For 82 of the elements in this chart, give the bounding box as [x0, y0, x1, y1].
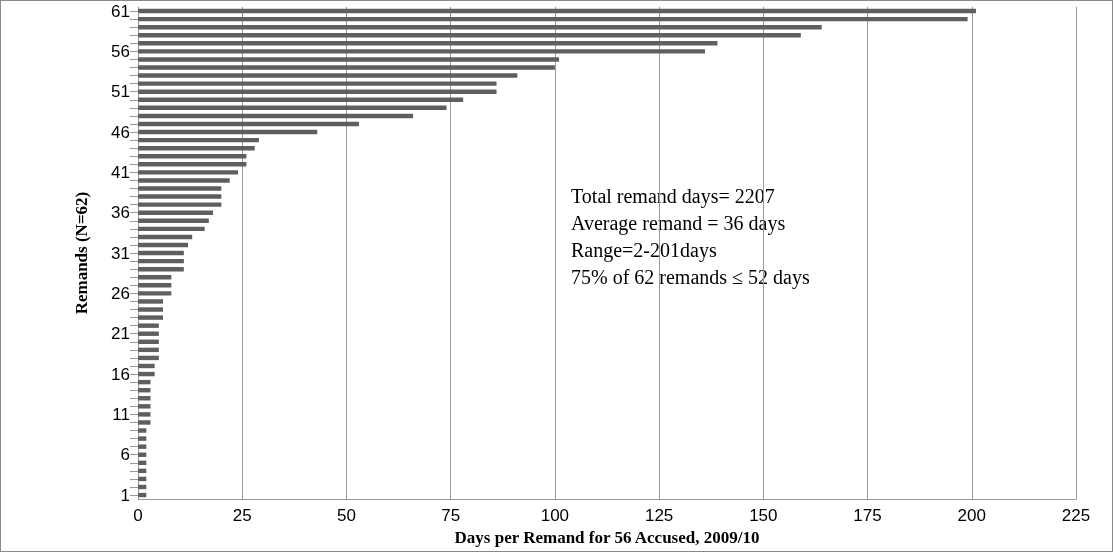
bar: [138, 65, 555, 70]
bar: [138, 250, 184, 256]
x-tick-label: 75: [441, 506, 461, 526]
bar: [138, 178, 230, 183]
y-tick-label: 46: [111, 122, 130, 142]
y-axis-title: Remands (N=62): [72, 191, 91, 315]
bar: [138, 299, 164, 304]
bar: [138, 113, 414, 119]
x-tick-label: 0: [133, 506, 143, 526]
bar: [138, 307, 164, 312]
bar: [138, 396, 151, 401]
bar: [138, 16, 968, 22]
y-tick-label: 41: [111, 162, 130, 182]
x-tick-label: 50: [336, 506, 356, 526]
bar: [138, 89, 497, 94]
x-tick-label: 125: [644, 506, 674, 526]
bar: [138, 355, 159, 361]
y-tick-label: 16: [111, 364, 130, 384]
bar: [138, 266, 184, 272]
bar: [138, 81, 497, 86]
bar: [138, 97, 464, 102]
x-tick-label: 225: [1061, 506, 1091, 526]
bar: [138, 283, 172, 288]
bar: [138, 404, 151, 409]
y-tick-label: 21: [111, 324, 130, 344]
bar: [138, 420, 151, 425]
y-tick-label: 11: [112, 404, 130, 424]
y-tick-label: 61: [111, 1, 130, 21]
bar: [138, 162, 247, 167]
bar: [138, 363, 155, 369]
bar: [138, 315, 164, 320]
bar: [138, 121, 359, 127]
bar: [138, 154, 247, 159]
bar: [138, 24, 822, 30]
bar: [138, 33, 801, 38]
bar: [138, 105, 447, 111]
bar: [138, 145, 255, 151]
bar: [138, 186, 222, 191]
bar: [138, 49, 705, 54]
y-tick-label: 31: [111, 243, 130, 263]
annotation: 75% of 62 remands ≤ 52 days: [571, 266, 810, 289]
bar: [138, 194, 222, 199]
x-tick-label: 175: [853, 506, 882, 526]
bar: [138, 412, 151, 417]
bar: [138, 371, 155, 377]
x-axis-title: Days per Remand for 56 Accused, 2009/10: [454, 528, 760, 547]
annotation: Average remand = 36 days: [571, 212, 786, 235]
bar: [138, 73, 518, 78]
bar: [138, 129, 318, 135]
bar: [138, 379, 151, 385]
bar: [138, 57, 560, 62]
bar: [138, 339, 159, 345]
bar: [138, 210, 214, 215]
bar: [138, 291, 172, 296]
x-tick-label: 25: [232, 506, 252, 526]
y-tick-label: 51: [111, 82, 130, 102]
bar: [138, 387, 151, 393]
x-tick-label: 150: [749, 506, 778, 526]
annotation: Range=2-201days: [571, 239, 717, 262]
x-tick-label: 100: [540, 506, 570, 526]
bar: [138, 242, 189, 248]
y-tick-label: 6: [120, 445, 130, 465]
bar: [138, 8, 976, 14]
bar: [138, 258, 184, 264]
bar: [138, 347, 159, 353]
bar: [138, 444, 147, 449]
bar: [138, 226, 205, 232]
bar: [138, 41, 718, 46]
y-tick-label: 26: [111, 283, 130, 303]
bar: [138, 436, 147, 441]
bar: [138, 218, 209, 223]
bar: [138, 202, 222, 207]
bar: [138, 137, 259, 143]
bar: [138, 331, 159, 336]
bar: [138, 323, 159, 328]
y-tick-label: 56: [111, 41, 130, 61]
y-tick-label: 36: [111, 203, 130, 223]
bar: [138, 428, 147, 433]
y-tick-label: 1: [120, 485, 130, 505]
x-tick-label: 200: [957, 506, 986, 526]
bar: [138, 170, 239, 175]
bar: [138, 234, 193, 240]
